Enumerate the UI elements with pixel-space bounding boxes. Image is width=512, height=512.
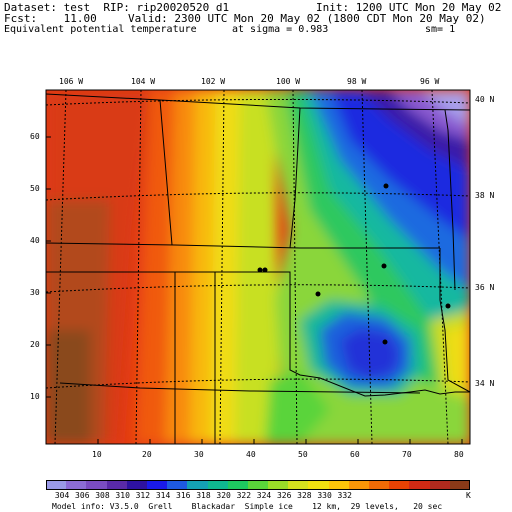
colorbar-label: 312 [135,491,151,500]
theta-e-field [46,90,470,444]
colorbar-swatch [66,480,87,490]
x-tick-label: 10 [92,450,102,459]
colorbar-swatch [106,480,128,490]
fcst-line: Fcst: 11.00 [4,12,97,25]
x-tick-label: 70 [402,450,412,459]
lat-label: 34 N [475,379,495,388]
lat-lon-grid [46,90,470,444]
colorbar-swatch [429,480,451,490]
axis-ticks [46,136,463,444]
valid-line: Valid: 2300 UTC Mon 20 May 02 (1800 CDT … [128,12,486,25]
lat-label: 36 N [475,283,495,292]
colorbar-label: 308 [95,491,110,500]
y-tick-label: 50 [30,184,40,193]
colorbar-swatch [187,480,209,490]
smoothing-value: sm= 1 [425,24,456,35]
colorbar-label: 326 [276,491,292,500]
y-tick-label: 20 [30,340,40,349]
x-tick-label: 30 [194,450,204,459]
lon-label: 102 W [201,77,226,86]
field-title: Equivalent potential temperature [4,24,197,35]
lat-label: 38 N [475,191,495,200]
lon-label: 98 W [347,77,367,86]
dataset-line: Dataset: test RIP: rip20020520 d1 [4,1,230,14]
y-tick-label: 60 [30,132,40,141]
y-tick-label: 30 [30,288,40,297]
colorbar-label: 304 [54,491,70,500]
colorbar-swatch [146,480,168,490]
lon-label: 100 W [276,77,301,86]
colorbar-unit: K [466,491,471,500]
init-line: Init: 1200 UTC Mon 20 May 02 [316,1,502,14]
colorbar-label: 330 [317,491,332,500]
x-tick-label: 50 [298,450,308,459]
sigma-level: at sigma = 0.983 [232,24,329,35]
colorbar-swatch [86,480,108,490]
colorbar-swatch [46,480,67,490]
lat-label: 40 N [475,95,495,104]
colorbar-label: 322 [236,491,252,500]
state-borders [46,93,470,444]
colorbar-label: 314 [155,491,171,500]
colorbar-swatch [288,480,309,490]
colorbar-swatch [389,480,410,490]
colorbar-swatch [369,480,390,490]
x-tick-label: 80 [454,450,464,459]
colorbar-border [46,480,470,490]
colorbar-swatch [268,480,289,490]
lon-label: 104 W [131,77,156,86]
y-tick-label: 10 [30,392,40,401]
colorbar-swatch [328,480,350,490]
colorbar-swatch [348,480,370,490]
colorbar-swatch [308,480,330,490]
colorbar-label: 320 [216,491,231,500]
lon-label: 106 W [59,77,84,86]
colorbar-swatch [167,480,188,490]
lon-label: 96 W [420,77,440,86]
colorbar-label: 306 [75,491,90,500]
colorbar-swatch [207,480,229,490]
x-tick-label: 20 [142,450,152,459]
y-tick-label: 40 [30,236,40,245]
colorbar-swatch [126,480,148,490]
colorbar-label: 316 [176,491,191,500]
map-frame [45,89,471,445]
colorbar-label: 324 [256,491,272,500]
colorbar-label: 332 [337,491,352,500]
x-tick-label: 60 [350,450,360,459]
x-tick-label: 40 [246,450,256,459]
colorbar-label: 310 [115,491,130,500]
colorbar-swatch [227,480,249,490]
colorbar-swatch [247,480,269,490]
colorbar-label: 318 [196,491,211,500]
colorbar-swatch [449,480,471,490]
station-markers [257,183,451,345]
model-info: Model info: V3.5.0 Grell Blackadar Simpl… [52,502,443,511]
colorbar-label: 328 [297,491,312,500]
colorbar-swatch [409,480,431,490]
